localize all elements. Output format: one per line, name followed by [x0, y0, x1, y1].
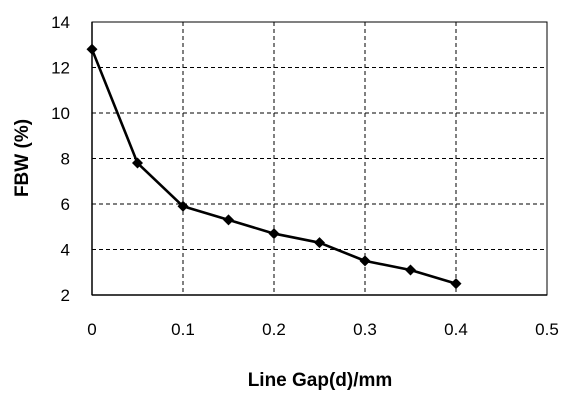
y-tick-label: 4 — [61, 241, 70, 260]
axes — [91, 22, 547, 296]
data-point-marker — [450, 278, 462, 290]
series-fbw — [86, 43, 462, 290]
x-tick-labels: 0 0.1 0.2 0.3 0.4 0.5 — [87, 320, 559, 339]
x-tick-label: 0.1 — [171, 320, 195, 339]
x-tick-label: 0.4 — [444, 320, 468, 339]
data-point-marker — [359, 255, 371, 267]
y-tick-label: 14 — [51, 13, 70, 32]
x-tick-label: 0 — [87, 320, 96, 339]
data-point-marker — [223, 214, 234, 226]
y-tick-label: 2 — [61, 286, 70, 305]
data-point-marker — [86, 43, 98, 55]
data-point-marker — [177, 200, 189, 212]
data-point-marker — [132, 157, 143, 169]
data-point-marker — [405, 264, 416, 276]
data-point-marker — [268, 228, 280, 240]
y-tick-label: 12 — [51, 59, 70, 78]
y-tick-label: 10 — [51, 104, 70, 123]
x-axis-title: Line Gap(d)/mm — [248, 370, 393, 391]
y-axis-title: FBW (%) — [12, 119, 33, 197]
y-tick-label: 6 — [61, 195, 70, 214]
x-tick-label: 0.2 — [262, 320, 286, 339]
y-tick-label: 8 — [61, 150, 70, 169]
y-tick-labels: 2 4 6 8 10 12 14 — [51, 13, 70, 305]
x-tick-label: 0.5 — [535, 320, 559, 339]
x-tick-label: 0.3 — [353, 320, 377, 339]
gridlines — [92, 21, 548, 295]
data-point-marker — [314, 237, 325, 249]
